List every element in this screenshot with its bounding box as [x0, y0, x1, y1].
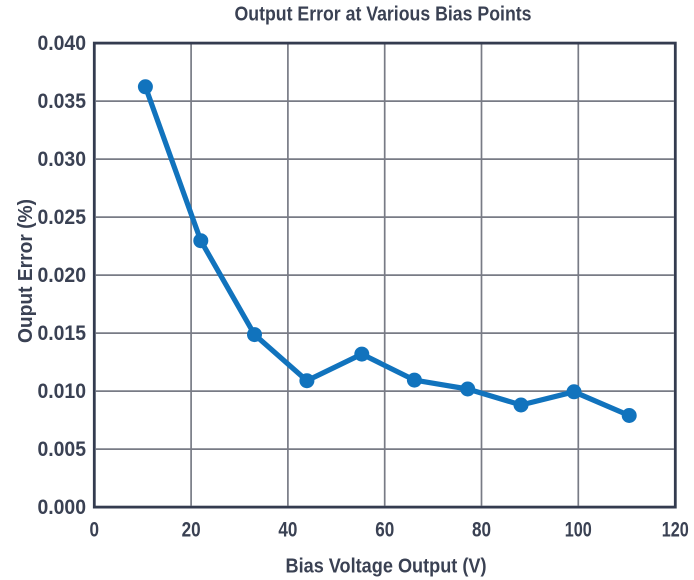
svg-text:0.030: 0.030 [38, 148, 87, 171]
svg-text:80: 80 [472, 519, 491, 542]
svg-text:0.000: 0.000 [38, 496, 87, 519]
svg-text:0.040: 0.040 [38, 32, 87, 55]
svg-text:Output Error at Various Bias P: Output Error at Various Bias Points [235, 3, 532, 26]
svg-text:0: 0 [90, 519, 100, 542]
svg-text:100: 100 [565, 519, 592, 542]
svg-text:0.025: 0.025 [38, 206, 87, 229]
svg-text:0.010: 0.010 [38, 380, 87, 403]
svg-text:20: 20 [182, 519, 201, 542]
svg-text:Bias Voltage Output (V): Bias Voltage Output (V) [286, 554, 487, 577]
svg-text:40: 40 [278, 519, 297, 542]
svg-text:60: 60 [375, 519, 394, 542]
svg-text:0.005: 0.005 [38, 438, 87, 461]
svg-text:120: 120 [662, 519, 689, 542]
svg-text:0.035: 0.035 [38, 90, 87, 113]
svg-text:0.015: 0.015 [38, 322, 87, 345]
svg-text:Ouput Error (%): Ouput Error (%) [14, 199, 37, 343]
svg-text:0.020: 0.020 [38, 264, 87, 287]
